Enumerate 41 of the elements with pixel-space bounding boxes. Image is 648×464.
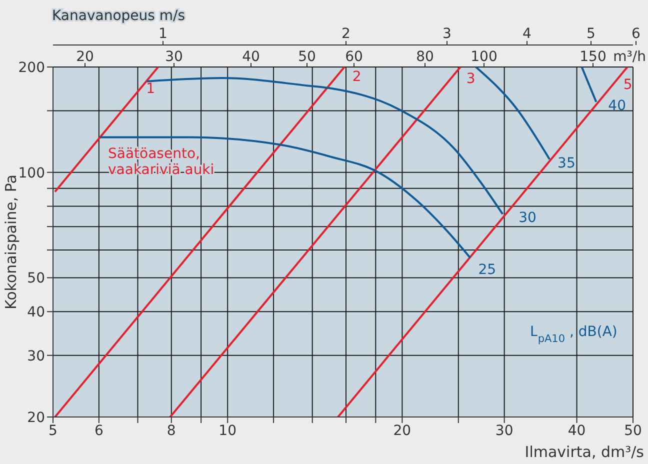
text: 60	[345, 49, 363, 65]
y-axis-title: Kokonaispaine, Pa	[2, 174, 20, 310]
series-label: 5	[623, 77, 632, 93]
series-label: 25	[478, 262, 496, 278]
text: 50	[298, 49, 316, 65]
x-tick-label: 20	[393, 422, 412, 439]
x-tick-label: 50	[624, 422, 642, 439]
y-tick-label: 30	[27, 348, 45, 364]
x-tick-label: 5	[48, 422, 58, 439]
text: m³/h	[613, 49, 646, 65]
x-tick-label: 40	[568, 422, 586, 439]
text: 2	[342, 26, 350, 42]
text: 100	[470, 49, 498, 65]
y-tick-label: 100	[18, 165, 45, 182]
text: 40	[242, 49, 260, 65]
series-label: 1	[146, 81, 156, 97]
x-tick-label: 10	[218, 422, 237, 439]
x-tick-label: 8	[166, 422, 176, 439]
series-label: 3	[466, 71, 476, 87]
series-label: 35	[558, 155, 576, 172]
series-label: 40	[608, 98, 626, 114]
text: 150	[580, 49, 606, 65]
text: 80	[416, 49, 434, 65]
text: 5	[586, 26, 596, 42]
text: 6	[632, 26, 641, 42]
x-tick-label: 6	[94, 422, 104, 439]
text: 1	[158, 26, 168, 42]
series-label: 30	[165, 49, 183, 65]
text: 3	[442, 26, 452, 42]
y-tick-label: 200	[18, 60, 45, 76]
y-tick-label: 40	[27, 304, 45, 321]
text: 20	[76, 49, 94, 65]
y-tick-label: 50	[27, 270, 45, 287]
y-tick-label: 20	[27, 410, 45, 426]
text: Kanavanopeus m/s	[52, 8, 186, 24]
annotation: 30	[518, 210, 536, 226]
annotation: L$_{pA10}$, dB(A)	[530, 324, 618, 345]
series-label: 2	[352, 69, 362, 85]
text: 4	[522, 26, 532, 42]
x-axis-title: Ilmavirta, dm³/s	[524, 443, 644, 461]
x-tick-label: 30	[495, 422, 514, 439]
